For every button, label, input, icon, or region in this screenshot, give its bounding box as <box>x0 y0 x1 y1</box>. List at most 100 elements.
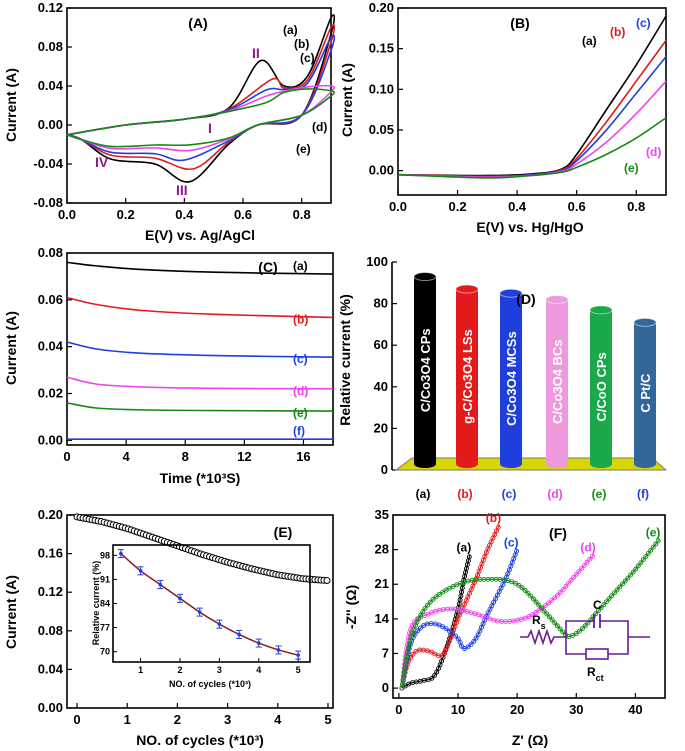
panel-d-floor <box>394 457 668 471</box>
panel-f-circuit-wires <box>565 620 650 655</box>
panel-f-marker-e <box>425 602 430 608</box>
panel-f-marker-e <box>538 605 544 611</box>
panel-d-category-1: (b) <box>457 487 472 501</box>
panel-f-marker-e <box>560 629 566 635</box>
panel-f-marker-e <box>595 608 601 614</box>
panel-f-curve-e <box>401 539 660 689</box>
panel-c-curve-a <box>66 261 334 275</box>
panel-e-ytick-label-3: 0.12 <box>38 584 63 599</box>
panel-e-ytick-label-2: 0.08 <box>38 623 63 638</box>
panel-f-marker-e <box>579 626 585 632</box>
panel-f-circuit-resistor-rct <box>585 648 609 660</box>
panel-c-curve-b <box>66 296 334 319</box>
panel-b-ytick-label-1: 0.05 <box>369 122 394 137</box>
panel-a-annotation-III: III <box>176 182 188 198</box>
panel-f-marker-e <box>606 596 612 602</box>
panel-e-inset-point <box>138 569 143 573</box>
panel-f-marker-c <box>473 635 479 641</box>
panel-e-inset-point <box>276 648 281 652</box>
panel-e-inset-point <box>256 641 261 645</box>
panel-c-ytick-label-0: 0.00 <box>38 432 63 447</box>
panel-d-bar-label-5: C Pt/C <box>638 373 653 413</box>
panel-d-ytick-label-3: 60 <box>374 337 388 352</box>
panel-b-title: (B) <box>510 15 529 31</box>
panel-f-marker-a <box>429 675 435 681</box>
panel-f-marker-e <box>536 602 542 608</box>
panel-e-inset-ytick-label-3: 91 <box>100 574 110 584</box>
panel-c-series-label-f: (f) <box>293 424 305 438</box>
panel-d-category-2: (c) <box>502 487 517 501</box>
panel-f-marker-e <box>593 611 599 617</box>
panel-f-title: (F) <box>549 525 567 541</box>
panel-f-marker-e <box>635 563 641 569</box>
panel-f-marker-c <box>465 644 471 650</box>
panel-f-marker-e <box>614 587 620 593</box>
panel-f-marker-e <box>648 547 654 553</box>
panel-c-axes <box>66 252 334 446</box>
panel-f-marker-d <box>587 556 593 562</box>
panel-f-marker-d <box>573 571 579 577</box>
panel-f-marker-c <box>418 625 423 631</box>
panel-d-bar-top-4 <box>589 305 613 315</box>
panel-e-inset-point <box>237 632 241 637</box>
panel-e-axes <box>66 514 334 709</box>
panel-a-xtick-label-1: 0.2 <box>117 207 135 222</box>
panel-e-inset-point <box>296 653 300 657</box>
panel-f-marker-e <box>655 538 661 544</box>
panel-d-category-0: (a) <box>416 487 431 501</box>
panel-d-bar-base-3 <box>546 460 568 468</box>
panel-d-bar-base-0 <box>414 460 436 468</box>
panel-b-ytick-label-4: 0.20 <box>369 0 394 15</box>
panel-c-xlabel: Time (*10³S) <box>160 470 241 486</box>
panel-d-ytick-label-0: 0 <box>381 462 388 477</box>
panel-f-marker-e <box>603 599 609 605</box>
panel-f-marker-b <box>410 651 416 657</box>
panel-f-circuit-label-rs: Rs <box>532 613 546 631</box>
panel-f-marker-e <box>422 605 428 611</box>
panel-b-curve-d <box>397 80 667 178</box>
panel-a-series-label-e: (e) <box>296 142 311 156</box>
panel-f-marker-e <box>430 596 436 602</box>
panel-c-ytick-label-3: 0.06 <box>38 292 63 307</box>
panel-f-marker-c <box>412 631 418 637</box>
panel-e-inset-ytick-label-1: 77 <box>100 623 110 633</box>
panel-c-series-label-b: (b) <box>293 312 308 326</box>
panel-a-xtick-label-0: 0.0 <box>58 207 76 222</box>
panel-d-ylabel: Relative current (%) <box>337 294 353 425</box>
panel-b-xtick-label-2: 0.4 <box>508 199 527 214</box>
panel-f-marker-d <box>409 622 415 628</box>
panel-e-xtick-label-3: 3 <box>224 712 231 727</box>
panel-e-ytick-label-1: 0.04 <box>38 661 64 676</box>
panel-b-curve-b <box>397 40 667 178</box>
panel-d-bar-base-1 <box>456 460 478 468</box>
panel-a-xtick-label-2: 0.4 <box>175 207 194 222</box>
panel-c-curve-e <box>66 402 334 412</box>
panel-f-marker-e <box>611 590 617 596</box>
panel-d-category-5: (f) <box>637 487 649 501</box>
panel-f-marker-d <box>549 598 555 603</box>
panel-e-inset-point <box>158 582 163 587</box>
panel-f-marker-d <box>560 586 566 592</box>
panel-f-marker-c <box>443 626 449 632</box>
panel-b-ytick-label-3: 0.15 <box>369 41 394 56</box>
panel-d-bar-base-5 <box>634 460 656 468</box>
panel-c-ytick-label-4: 0.08 <box>38 245 63 260</box>
panel-f-marker-e <box>653 541 659 547</box>
panel-d-bar-label-2: C/Co3O4 MCSs <box>504 331 519 426</box>
panel-f-ytick-label-3: 21 <box>375 576 389 591</box>
panel-e-inset-point <box>119 551 123 556</box>
panel-f-marker-d <box>571 574 577 580</box>
panel-d-bar-2 <box>500 293 522 464</box>
panel-c-ylabel: Current (A) <box>3 311 19 385</box>
panel-f-marker-e <box>552 620 558 626</box>
panel-d-bar-top-2 <box>499 288 523 298</box>
panel-b-xtick-label-1: 0.2 <box>449 199 467 214</box>
panel-d-bar-5 <box>634 322 656 464</box>
panel-c-series-label-c: (c) <box>293 352 308 366</box>
panel-a-series-label-c: (c) <box>300 51 315 65</box>
panel-f-marker-d <box>579 565 585 571</box>
panel-a-series-label-b: (b) <box>294 37 309 51</box>
panel-f-marker-d <box>581 562 587 568</box>
panel-f-marker-d <box>557 589 563 595</box>
